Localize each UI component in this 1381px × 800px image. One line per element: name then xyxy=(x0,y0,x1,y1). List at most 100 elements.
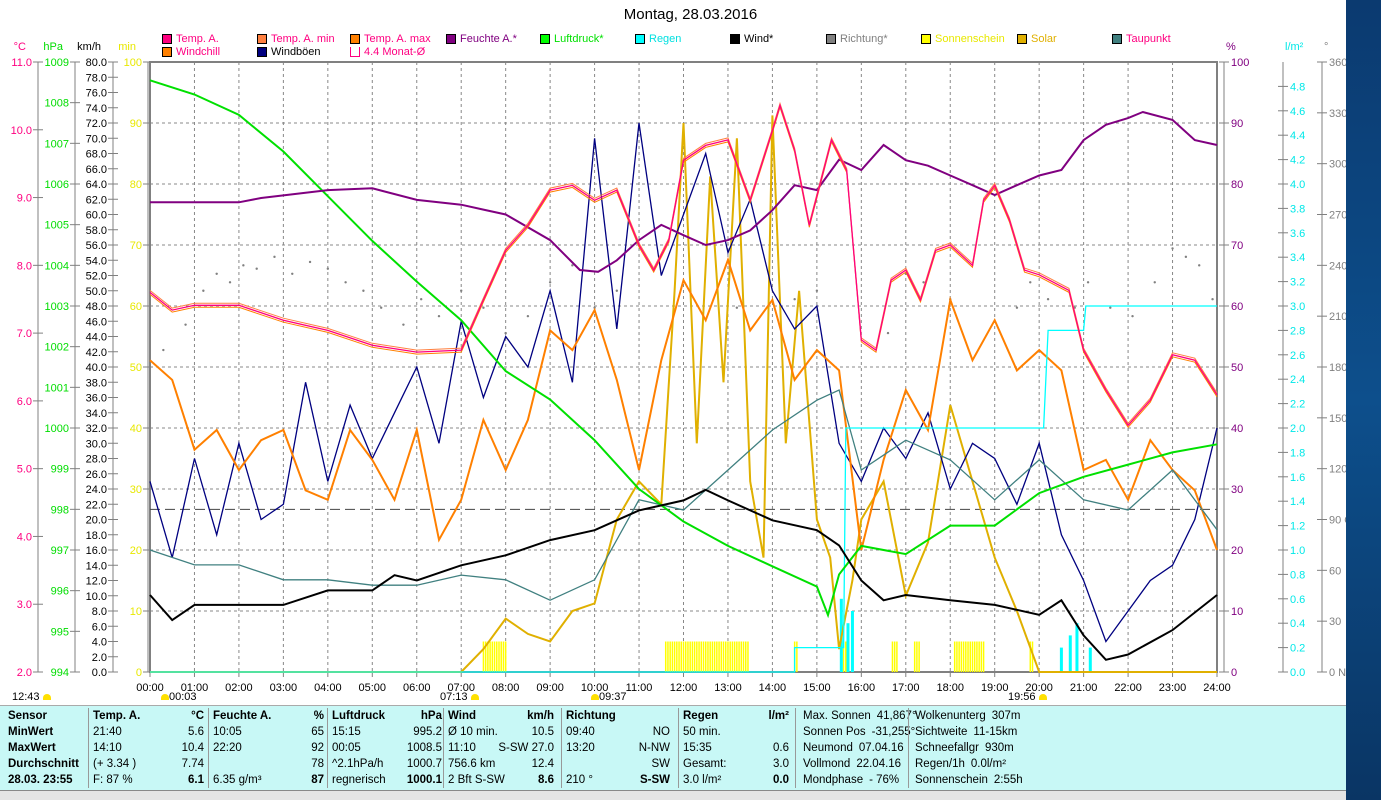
legend-item[interactable]: Wind* xyxy=(730,33,773,45)
legend-item[interactable]: Windchill xyxy=(162,46,220,58)
axis-tick-label: 2.0 xyxy=(1290,423,1305,435)
table-row: Luftdruck hPa xyxy=(332,708,442,724)
table-row: 00:05 1008.5 xyxy=(332,740,442,756)
table-row: 11:10 S-SW 27.0 xyxy=(448,740,554,756)
table-row: F: 87 % 6.1 xyxy=(93,772,204,788)
direction-point xyxy=(1131,314,1134,318)
legend-label: Sonnenschein xyxy=(935,33,1005,45)
table-row: Neumond 07.04.16 xyxy=(803,740,904,756)
axis-tick-label: 2.2 xyxy=(1290,399,1305,411)
axis-tick-label: 32.0 xyxy=(86,423,107,435)
cell-label: Luftdruck xyxy=(332,710,386,722)
direction-point xyxy=(379,306,383,309)
direction-point xyxy=(1153,281,1156,284)
axis-tick-label: 44.0 xyxy=(86,332,107,344)
rain-bar xyxy=(846,623,850,672)
cell-value: 07.04.16 xyxy=(858,742,904,754)
legend-item[interactable]: Regen xyxy=(635,33,681,45)
table-row: Vollmond 22.04.16 xyxy=(803,756,903,772)
cell-value: 41,867° xyxy=(876,710,917,722)
axis-tick-label: 20 xyxy=(130,545,142,557)
sun-icon xyxy=(1038,694,1047,700)
status-bar xyxy=(0,790,1346,800)
legend-item[interactable]: Windböen xyxy=(257,46,321,58)
axis-tick-label: 4.6 xyxy=(1290,106,1305,118)
axis-tick-label: 40 xyxy=(130,423,142,435)
table-row: SW xyxy=(566,756,670,772)
x-tick-label: 11:00 xyxy=(626,682,653,694)
legend-label: 4.4 Monat-Ø xyxy=(364,46,426,58)
legend-item[interactable]: Sonnenschein xyxy=(921,33,1005,45)
direction-point xyxy=(886,331,890,335)
table-row: Wind km/h xyxy=(448,708,554,724)
cell-label: Wind xyxy=(448,710,476,722)
axis-tick-label: 0.0 xyxy=(1290,667,1305,679)
axis-tick-label: 8.0 xyxy=(92,606,107,618)
legend-swatch-icon xyxy=(921,34,931,44)
axis-tick-label: 40.0 xyxy=(86,362,107,374)
axis-tick-label: 994 xyxy=(51,667,69,679)
legend-item[interactable]: Temp. A. max xyxy=(350,33,431,45)
cell-value: S-SW xyxy=(639,774,670,786)
cell-label: 14:10 xyxy=(93,742,122,754)
x-tick-label: 21:00 xyxy=(1070,682,1098,694)
table-row: ^2.1hPa/h 1000.7 xyxy=(332,756,442,772)
table-column: Regen l/m² 50 min. 15:35 0.6 Gesamt: 3.0 3.0 l/… xyxy=(683,708,789,788)
direction-point xyxy=(1198,264,1201,267)
cell-label: ^2.1hPa/h xyxy=(332,758,384,770)
legend-item[interactable]: Luftdruck* xyxy=(540,33,604,45)
axis-tick-label: 240 xyxy=(1329,260,1346,272)
legend-item[interactable]: Solar xyxy=(1017,33,1057,45)
axis-tick-label: 14.0 xyxy=(86,560,107,572)
rain-bar xyxy=(850,611,854,672)
table-row: 13:20 N-NW xyxy=(566,740,670,756)
table-row: Sensor xyxy=(8,708,88,724)
cell-label: 3.0 l/m² xyxy=(683,774,722,786)
column-divider xyxy=(678,708,679,788)
cell-value: 92 xyxy=(311,742,324,754)
axis-tick-label: 22.0 xyxy=(86,499,107,511)
legend-item[interactable]: Richtung* xyxy=(826,33,888,45)
legend-swatch-icon xyxy=(162,34,172,44)
axis-tick-label: 1000 xyxy=(45,423,69,435)
axis-tick-label: 18.0 xyxy=(86,530,107,542)
cell-value: 7.74 xyxy=(181,758,204,770)
table-row: Durchschnitt xyxy=(8,756,88,772)
legend-label: Temp. A. xyxy=(176,33,219,45)
legend-item[interactable]: Temp. A. xyxy=(162,33,219,45)
legend-swatch-icon xyxy=(350,47,360,57)
cell-label: 13:20 xyxy=(566,742,595,754)
axis-tick-label: 20 xyxy=(1231,545,1243,557)
table-row: Schneefallgr 930m xyxy=(915,740,1025,756)
cell-value: 307m xyxy=(991,710,1021,722)
axis-tick-label: 30 xyxy=(130,484,142,496)
cell-label: Schneefallgr xyxy=(915,742,979,754)
legend-item[interactable]: 4.4 Monat-Ø xyxy=(350,46,425,58)
legend-label: Taupunkt xyxy=(1126,33,1171,45)
cell-value: °C xyxy=(191,710,204,722)
cell-label: 11:10 xyxy=(448,742,476,754)
x-tick-label: 20:00 xyxy=(1025,682,1053,694)
legend-label: Temp. A. min xyxy=(271,33,335,45)
axis-tick-label: 1007 xyxy=(45,138,69,150)
axis-tick-label: 0.4 xyxy=(1290,618,1305,630)
axis-tick-label: 72.0 xyxy=(86,118,107,130)
legend-item[interactable]: Taupunkt xyxy=(1112,33,1171,45)
axis-tick-label: 70 xyxy=(1231,240,1243,252)
axis-temp: °C 2.0 3.0 4.0 5.0 6.0 7.0 8.0 9.0 10.0 11.0 xyxy=(11,41,43,679)
x-tick-label: 18:00 xyxy=(936,682,964,694)
axis-unit-label: hPa xyxy=(43,41,63,53)
cell-label: Neumond xyxy=(803,742,853,754)
legend-swatch-icon xyxy=(257,47,267,57)
legend-swatch-icon xyxy=(826,34,836,44)
axis-unit-label: l/m² xyxy=(1285,41,1304,53)
axis-tick-label: 60.0 xyxy=(86,210,107,222)
legend-item[interactable]: Temp. A. min xyxy=(257,33,335,45)
axis-tick-label: 1005 xyxy=(45,220,69,232)
axis-tick-label: 1009 xyxy=(45,57,69,69)
x-tick-label: 19:00 xyxy=(981,682,1009,694)
direction-point xyxy=(273,255,276,259)
axis-tick-label: 360 N xyxy=(1329,57,1346,69)
cell-label: (+ 3.34 ) xyxy=(93,758,137,770)
legend-item[interactable]: Feuchte A.* xyxy=(446,33,517,45)
